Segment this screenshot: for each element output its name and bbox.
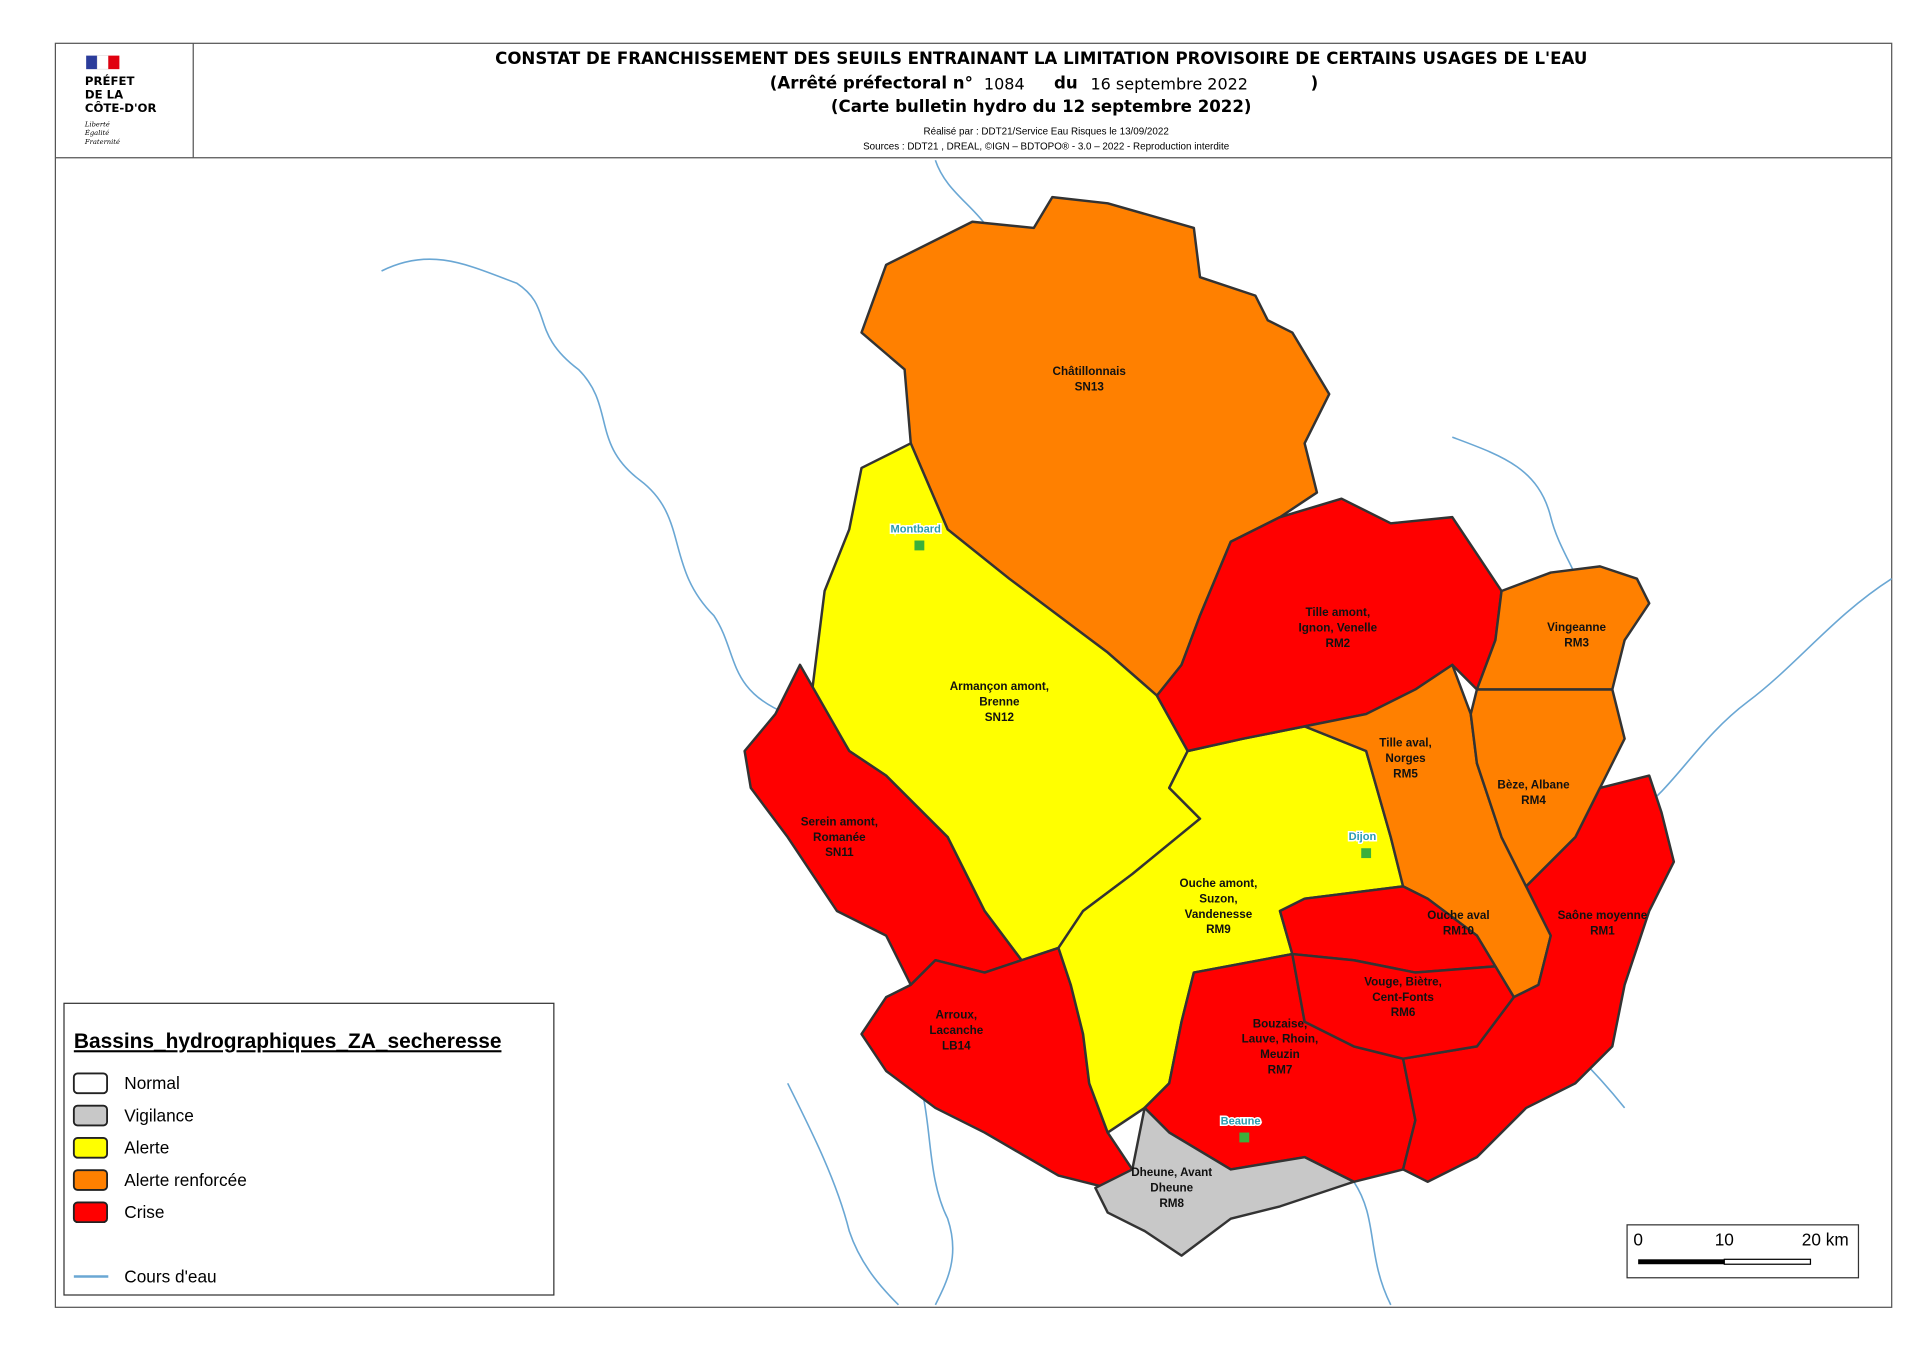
basin-label: Ignon, Venelle [1299, 622, 1378, 635]
basin-label: Armançon amont, [950, 680, 1049, 693]
basin-label: Ouche aval [1427, 909, 1489, 922]
basin-label: Vandenesse [1185, 908, 1253, 921]
date: 16 septembre 2022 [1090, 75, 1248, 94]
basin [860, 946, 1134, 1190]
logo-text: DE LA [85, 88, 123, 102]
logo-text: CÔTE-D'OR [85, 100, 157, 115]
scale-label: 0 [1633, 1229, 1643, 1249]
basin-label: Vouge, Biètre, [1364, 975, 1442, 988]
basin-label: SN12 [985, 711, 1015, 724]
town-marker [914, 540, 925, 551]
legend-box [63, 1002, 555, 1296]
basin [1475, 565, 1651, 691]
basin-label: Dheune [1150, 1182, 1193, 1195]
town-marker [1239, 1132, 1250, 1143]
motto: Égalité [84, 128, 109, 137]
basin-label: SN13 [1075, 380, 1105, 393]
basin-label: Bouzaise, [1253, 1017, 1308, 1030]
basin-label: Saône moyenne [1558, 909, 1648, 922]
logo-text: PRÉFET [85, 73, 135, 88]
river [381, 258, 788, 715]
scale-label: 20 km [1802, 1229, 1849, 1249]
town-label: Dijon [1349, 831, 1377, 843]
river [786, 1082, 900, 1306]
basin-label: RM10 [1443, 924, 1475, 937]
basins [743, 195, 1676, 1257]
basin-label: RM9 [1206, 923, 1231, 936]
basin-label: Norges [1385, 752, 1426, 765]
basin-label: Meuzin [1260, 1048, 1300, 1061]
basin-label: Bèze, Albane [1497, 779, 1570, 792]
bulletin: (Carte bulletin hydro du 12 septembre 20… [831, 97, 1252, 116]
legend-swatch [72, 1104, 108, 1127]
basin-label: Serein amont, [801, 815, 878, 828]
legend-swatch [72, 1072, 108, 1095]
basin-label: Ouche amont, [1179, 877, 1257, 890]
legend-label: Crise [124, 1202, 164, 1222]
basin-label: Vingeanne [1547, 621, 1606, 634]
legend-swatch [72, 1137, 108, 1159]
legend-label: Normal [124, 1073, 179, 1093]
motto: Fraternité [84, 138, 120, 146]
close: ) [1311, 73, 1319, 92]
sources: Sources : DDT21 , DREAL, ©IGN – BDTOPO® … [863, 141, 1230, 152]
basin-label: Suzon, [1199, 892, 1237, 905]
basin-label: Dheune, Avant [1131, 1166, 1212, 1179]
flag-white [96, 55, 109, 70]
flag-blue [86, 55, 98, 70]
towns: Montbard Dijon Beaune [889, 522, 1378, 1143]
basin [1094, 1106, 1356, 1257]
basin-label: Brenne [979, 695, 1020, 708]
legend-label: Alerte [124, 1138, 169, 1158]
basin-label: RM5 [1393, 767, 1418, 780]
motto: Liberté [84, 121, 110, 129]
basin-label: RM8 [1159, 1197, 1184, 1210]
basin-label: RM3 [1564, 636, 1589, 649]
legend-swatch [72, 1201, 108, 1224]
town-label: Montbard [890, 523, 941, 535]
legend-title: Bassins_hydrographiques_ZA_secheresse [74, 1030, 502, 1053]
scale-seg [1723, 1258, 1812, 1265]
basin-label: RM1 [1590, 924, 1615, 937]
logo [86, 55, 120, 70]
basin-label: RM2 [1326, 637, 1351, 650]
scale-label: 10 [1715, 1229, 1734, 1249]
basin-label: LB14 [942, 1039, 971, 1052]
river [1636, 578, 1893, 814]
arrete-number: 1084 [984, 75, 1025, 94]
scale-bar: 0 10 20 km [1626, 1224, 1860, 1279]
basin-label: RM6 [1391, 1006, 1416, 1019]
du: du [1054, 73, 1078, 92]
river [1353, 1181, 1392, 1306]
basin-label: SN11 [825, 846, 854, 859]
legend: Bassins_hydrographiques_ZA_secheresse Co… [63, 1002, 555, 1296]
basin-label: Cent-Fonts [1372, 991, 1434, 1004]
basin-labels: Châtillonnais SN13 Armançon amont, Brenne SN… [801, 365, 1648, 1210]
basin [1291, 952, 1516, 1060]
town-label: Beaune [1221, 1115, 1261, 1127]
basin-label: Lacanche [929, 1024, 983, 1037]
arrete: (Arrêté préfectoral n° [770, 73, 973, 92]
legend-label: Alerte renforcée [124, 1170, 247, 1190]
flag-red [108, 55, 120, 70]
basin-label: Tille amont, [1305, 606, 1370, 619]
realise: Réalisé par : DDT21/Service Eau Risques … [924, 127, 1169, 138]
basin-label: Arroux, [936, 1009, 978, 1022]
basin-label: RM7 [1268, 1063, 1293, 1076]
basin-label: Châtillonnais [1053, 365, 1127, 378]
town-marker [1361, 848, 1372, 859]
basin [1401, 774, 1676, 1184]
legend-label: Vigilance [124, 1105, 194, 1125]
basin-label: RM4 [1521, 794, 1546, 807]
basin-label: Lauve, Rhoin, [1242, 1033, 1319, 1046]
basin-label: Romanée [813, 831, 866, 844]
title: CONSTAT DE FRANCHISSEMENT DES SEUILS ENT… [495, 49, 1587, 68]
scale-box [1626, 1224, 1860, 1279]
basin-label: Tille aval, [1379, 737, 1431, 750]
scale-seg [1638, 1259, 1725, 1265]
legend-swatch [72, 1169, 108, 1191]
legend-label: Cours d'eau [124, 1266, 216, 1286]
